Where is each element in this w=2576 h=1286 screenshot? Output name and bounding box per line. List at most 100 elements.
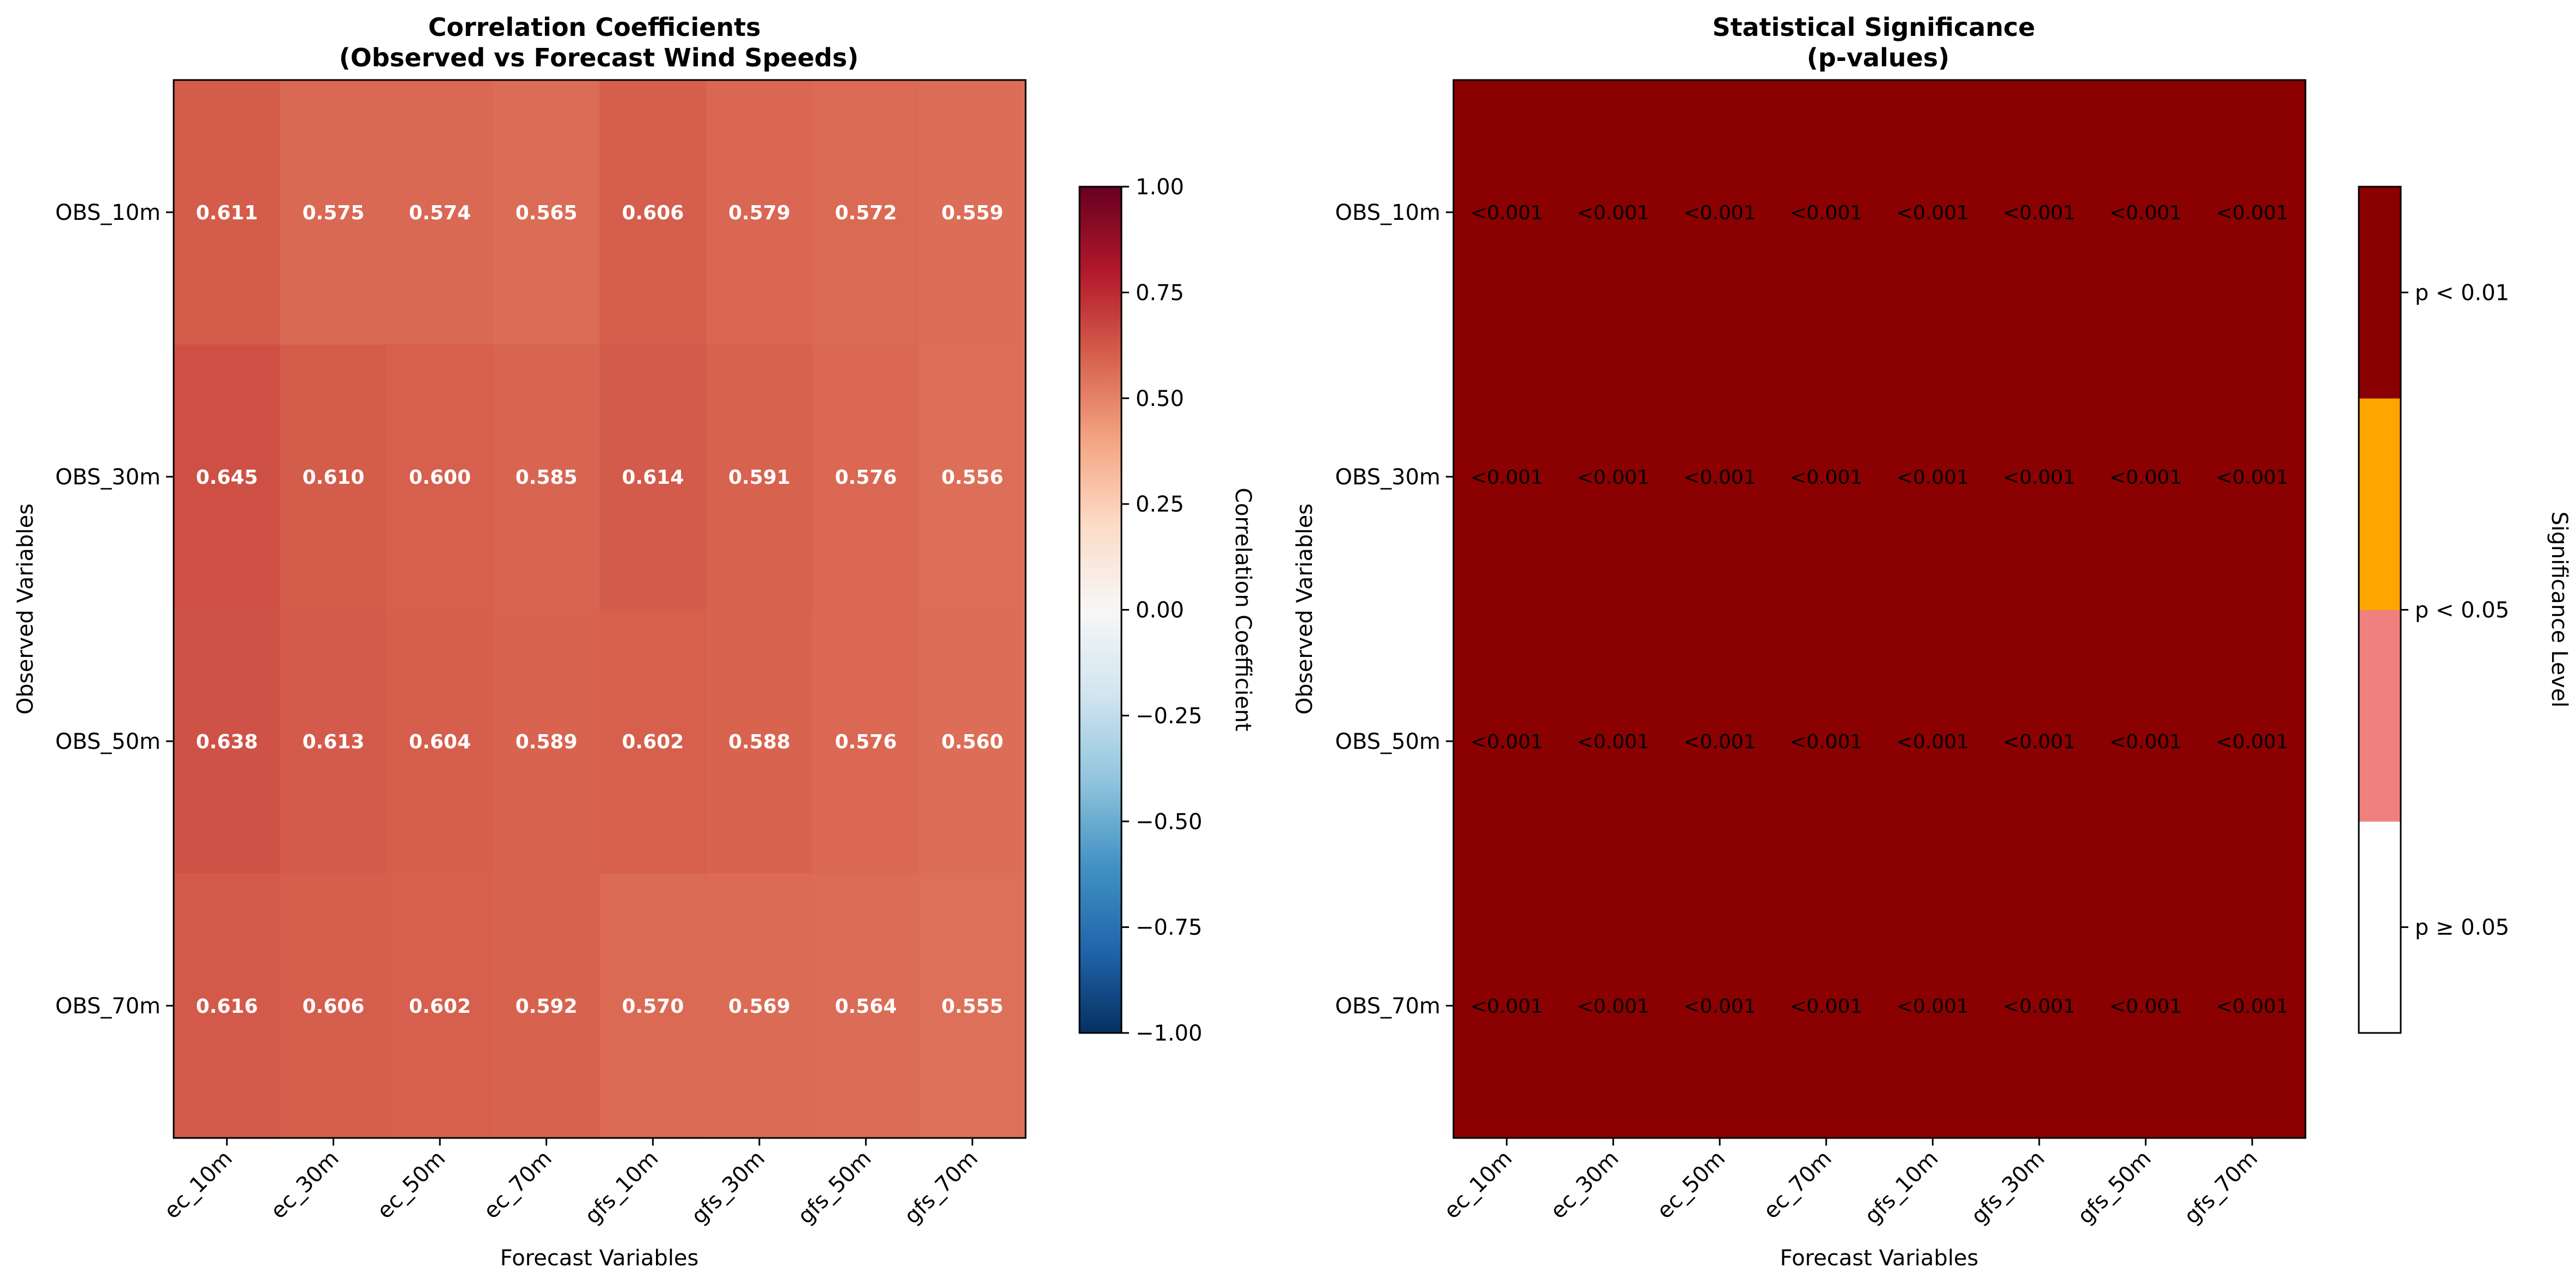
significance-cell-label: <0.001	[2003, 995, 2075, 1018]
significance-cell	[2092, 609, 2199, 874]
correlation-ylabel: Observed Variables	[13, 503, 38, 715]
significance-cell-label: <0.001	[1470, 466, 1543, 489]
correlation-cell	[599, 344, 707, 610]
significance-cell	[2199, 80, 2306, 345]
correlation-cell	[706, 344, 813, 610]
significance-colorbar-ticks: p ≥ 0.05 p < 0.05 p < 0.01	[2401, 280, 2509, 940]
significance-cell-label: <0.001	[1790, 731, 1862, 753]
correlation-title-line-1: Correlation Coefficients	[428, 13, 760, 42]
correlation-cell	[919, 873, 1026, 1139]
correlation-cell-label: 0.616	[196, 995, 258, 1018]
significance-cell-label: <0.001	[1897, 731, 1969, 753]
significance-cell-label: <0.001	[1790, 466, 1862, 489]
correlation-cell-labels: 0.611 0.575 0.574 0.565 0.606 0.579 0.572 0.559…	[196, 202, 1003, 1018]
significance-cell-label: <0.001	[2003, 466, 2075, 489]
correlation-colorbar-tick-label: −1.00	[1136, 1021, 1203, 1046]
significance-cell-label: <0.001	[1577, 995, 1649, 1018]
significance-cell	[2199, 609, 2306, 874]
significance-cell-label: <0.001	[1470, 731, 1543, 753]
correlation-cell	[174, 873, 281, 1139]
significance-y-tick-label: OBS_30m	[1335, 465, 1440, 490]
correlation-cell-label: 0.559	[941, 202, 1003, 224]
significance-y-tick-label: OBS_10m	[1335, 200, 1440, 225]
significance-cell	[1666, 344, 1774, 610]
correlation-cell-label: 0.570	[622, 995, 684, 1018]
correlation-colorbar-tick-label: −0.50	[1136, 809, 1203, 834]
correlation-cell	[706, 80, 813, 345]
correlation-cell-label: 0.575	[303, 202, 365, 224]
significance-cell	[1560, 344, 1667, 610]
significance-colorbar-tick-label: p < 0.01	[2415, 280, 2509, 305]
correlation-cell	[174, 609, 281, 874]
significance-cell	[1453, 344, 1561, 610]
significance-cell	[1879, 344, 1986, 610]
correlation-cell-label: 0.638	[196, 731, 258, 753]
correlation-cell	[919, 344, 1026, 610]
significance-colorbar-label: Significance Level	[2547, 512, 2572, 707]
significance-cell	[1986, 873, 2093, 1139]
correlation-cell-label: 0.606	[303, 995, 365, 1018]
correlation-title-line-2: (Observed vs Forecast Wind Speeds)	[339, 43, 859, 72]
significance-cell-label: <0.001	[1790, 995, 1862, 1018]
significance-cell-label: <0.001	[1470, 995, 1543, 1018]
correlation-cell	[174, 80, 281, 345]
significance-cell-label: <0.001	[2109, 995, 2182, 1018]
correlation-cell-label: 0.645	[196, 466, 258, 489]
correlation-cell-label: 0.588	[728, 731, 790, 753]
significance-cell-label: <0.001	[2109, 466, 2182, 489]
significance-cell-label: <0.001	[1683, 731, 1756, 753]
correlation-cell	[493, 609, 600, 874]
significance-cell	[2092, 80, 2199, 345]
significance-cell-label: <0.001	[2216, 466, 2289, 489]
correlation-y-ticks: OBS_10m OBS_30m OBS_50m OBS_70m	[56, 200, 174, 1019]
correlation-cell	[599, 80, 707, 345]
correlation-cell	[812, 344, 919, 610]
correlation-cell	[280, 873, 387, 1139]
significance-cell-label: <0.001	[1683, 466, 1756, 489]
significance-cell	[1772, 873, 1880, 1139]
significance-cell	[1666, 873, 1774, 1139]
correlation-colorbar-tick-label: −0.75	[1136, 915, 1203, 940]
significance-cell	[1986, 609, 2093, 874]
significance-cell	[1986, 80, 2093, 345]
correlation-cell-label: 0.556	[941, 466, 1003, 489]
correlation-cell	[174, 344, 281, 610]
significance-cell	[2199, 344, 2306, 610]
correlation-y-tick-label: OBS_30m	[56, 465, 161, 490]
correlation-cells	[174, 80, 1026, 1139]
significance-cell	[1772, 80, 1880, 345]
significance-xlabel: Forecast Variables	[1780, 1246, 1979, 1271]
correlation-cell-label: 0.610	[303, 466, 365, 489]
significance-cell	[1772, 344, 1880, 610]
correlation-cell	[599, 873, 707, 1139]
correlation-cell-label: 0.614	[622, 466, 684, 489]
significance-colorbar-tick-label: p < 0.05	[2415, 598, 2509, 623]
correlation-cell-label: 0.602	[622, 731, 684, 753]
correlation-cell	[812, 873, 919, 1139]
correlation-colorbar-ticks: −1.00 −0.75 −0.50 −0.25 0.00 0.25 0.50 0.75 1.00	[1121, 175, 1203, 1046]
significance-plot-frame	[1452, 79, 2307, 1139]
significance-title: Statistical Significance (p-values)	[1712, 13, 2044, 72]
correlation-cell-label: 0.565	[516, 202, 578, 224]
correlation-cell	[599, 609, 707, 874]
significance-cell	[1879, 80, 1986, 345]
correlation-cell-label: 0.576	[835, 731, 897, 753]
significance-cell-label: <0.001	[1683, 995, 1756, 1018]
correlation-y-tick-label: OBS_70m	[56, 994, 161, 1019]
significance-cell-label: <0.001	[1897, 202, 1969, 224]
significance-colorbar-tick-label: p ≥ 0.05	[2415, 915, 2509, 940]
correlation-colorbar-tick-label: 0.00	[1136, 598, 1184, 623]
significance-ylabel: Observed Variables	[1292, 503, 1317, 715]
significance-y-ticks: OBS_10m OBS_30m OBS_50m OBS_70m	[1335, 200, 1453, 1019]
correlation-cell	[812, 609, 919, 874]
significance-cell	[1560, 609, 1667, 874]
correlation-cell-label: 0.585	[516, 466, 578, 489]
correlation-colorbar-tick-label: 0.50	[1136, 386, 1184, 411]
significance-y-tick-label: OBS_50m	[1335, 729, 1440, 754]
correlation-colorbar	[1078, 186, 1123, 1034]
significance-colorbar	[2359, 187, 2401, 1033]
significance-cell-label: <0.001	[2003, 731, 2075, 753]
significance-cell	[2199, 873, 2306, 1139]
significance-cell	[1560, 873, 1667, 1139]
